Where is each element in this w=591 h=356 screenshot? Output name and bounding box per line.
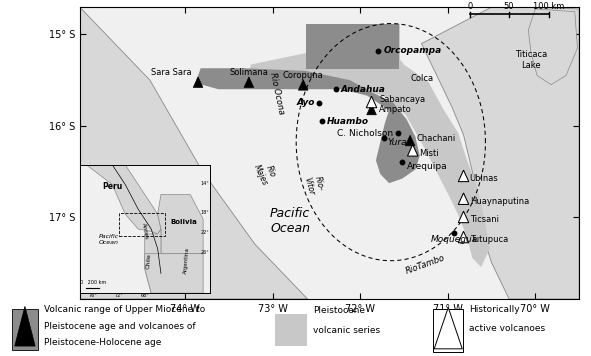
Polygon shape [458, 231, 469, 243]
Text: Titicaca
Lake: Titicaca Lake [515, 50, 547, 70]
Text: Chachani: Chachani [416, 134, 456, 143]
Text: Ayo: Ayo [296, 98, 314, 108]
Polygon shape [367, 104, 376, 115]
Polygon shape [196, 68, 420, 183]
Text: Coropuna: Coropuna [283, 71, 324, 80]
Text: Pacific
Ocean: Pacific Ocean [270, 208, 310, 236]
Text: Volcanic range of Upper Miocene to: Volcanic range of Upper Miocene to [44, 305, 205, 314]
Text: 0: 0 [467, 2, 472, 11]
Polygon shape [306, 23, 400, 69]
Text: volcanic series: volcanic series [313, 326, 380, 335]
Text: Yura: Yura [387, 138, 407, 147]
Polygon shape [306, 25, 399, 69]
Text: active volcanoes: active volcanoes [469, 324, 545, 333]
Polygon shape [193, 77, 203, 88]
Text: Orcopampa: Orcopampa [384, 46, 442, 56]
Text: 100 km: 100 km [533, 2, 564, 11]
Polygon shape [421, 7, 579, 299]
Text: Colca: Colca [410, 74, 433, 83]
Text: Ubinas: Ubinas [470, 174, 498, 183]
Text: C. Nicholson: C. Nicholson [337, 129, 394, 137]
Polygon shape [434, 308, 462, 349]
Bar [12, 309, 38, 350]
Bar [433, 309, 463, 352]
Text: Huambo: Huambo [327, 117, 369, 126]
Text: Rio Ocona: Rio Ocona [268, 72, 286, 116]
Text: Historically: Historically [469, 305, 520, 314]
Text: Huaynaputina: Huaynaputina [470, 197, 529, 206]
Polygon shape [458, 193, 469, 204]
Text: RioTambo: RioTambo [405, 253, 447, 276]
Polygon shape [298, 80, 308, 90]
Text: Sara Sara: Sara Sara [151, 68, 192, 77]
Bar [275, 314, 307, 346]
Polygon shape [407, 145, 418, 156]
Text: Pleistocene-Holocene age: Pleistocene-Holocene age [44, 338, 161, 347]
Text: Solimana: Solimana [229, 68, 268, 77]
Text: Tutupuca: Tutupuca [470, 235, 508, 244]
Polygon shape [15, 306, 35, 346]
Text: Ticsani: Ticsani [470, 215, 499, 224]
Polygon shape [405, 135, 415, 146]
Polygon shape [366, 96, 377, 108]
Text: 50: 50 [504, 2, 514, 11]
Text: Sabancaya
Ampato: Sabancaya Ampato [379, 95, 426, 114]
Text: Misti: Misti [419, 148, 439, 158]
Polygon shape [248, 51, 490, 267]
Text: Pleistocene age and volcanoes of: Pleistocene age and volcanoes of [44, 322, 196, 331]
Text: Pleistocene: Pleistocene [313, 306, 365, 315]
Polygon shape [244, 77, 254, 88]
Polygon shape [80, 7, 307, 299]
Text: Moquegua: Moquegua [430, 235, 478, 244]
Text: Rio-
Vitor: Rio- Vitor [303, 174, 326, 196]
Polygon shape [458, 211, 469, 223]
Polygon shape [528, 9, 577, 85]
Polygon shape [458, 170, 469, 182]
Text: Arequipa: Arequipa [407, 162, 447, 171]
Text: Rio
Majes: Rio Majes [252, 159, 279, 187]
Text: Andahua: Andahua [341, 85, 386, 94]
